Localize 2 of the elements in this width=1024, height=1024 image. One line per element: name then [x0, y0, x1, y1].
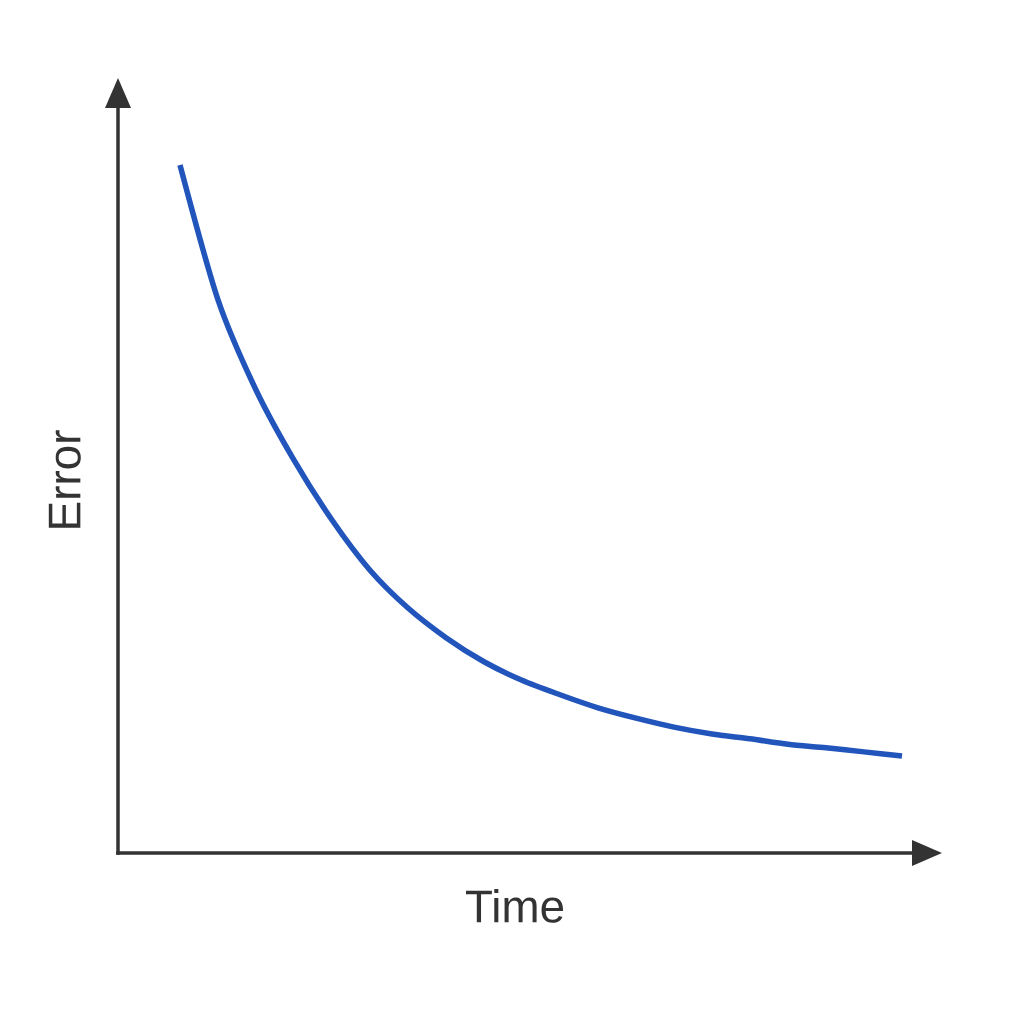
- y-axis-title: Error: [48, 430, 81, 528]
- x-axis-title: Time: [465, 889, 564, 923]
